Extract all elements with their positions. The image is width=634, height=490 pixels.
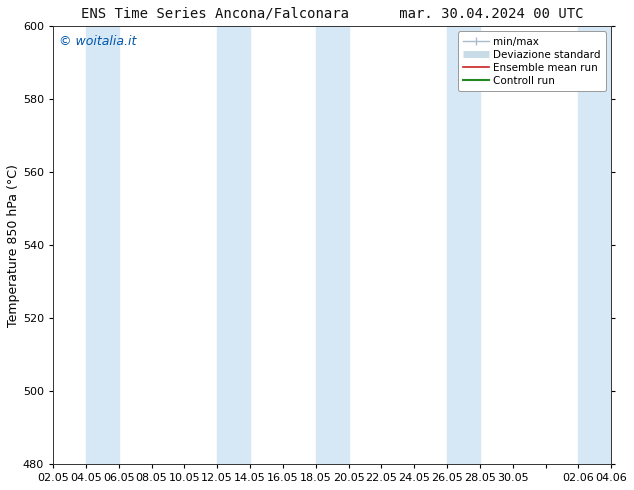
Bar bbox=[86, 26, 119, 464]
Text: © woitalia.it: © woitalia.it bbox=[58, 35, 136, 48]
Title: ENS Time Series Ancona/Falconara      mar. 30.04.2024 00 UTC: ENS Time Series Ancona/Falconara mar. 30… bbox=[81, 7, 583, 21]
Bar bbox=[447, 26, 480, 464]
Bar bbox=[578, 26, 611, 464]
Bar bbox=[217, 26, 250, 464]
Bar bbox=[316, 26, 349, 464]
Legend: min/max, Deviazione standard, Ensemble mean run, Controll run: min/max, Deviazione standard, Ensemble m… bbox=[458, 31, 606, 91]
Y-axis label: Temperature 850 hPa (°C): Temperature 850 hPa (°C) bbox=[7, 164, 20, 327]
